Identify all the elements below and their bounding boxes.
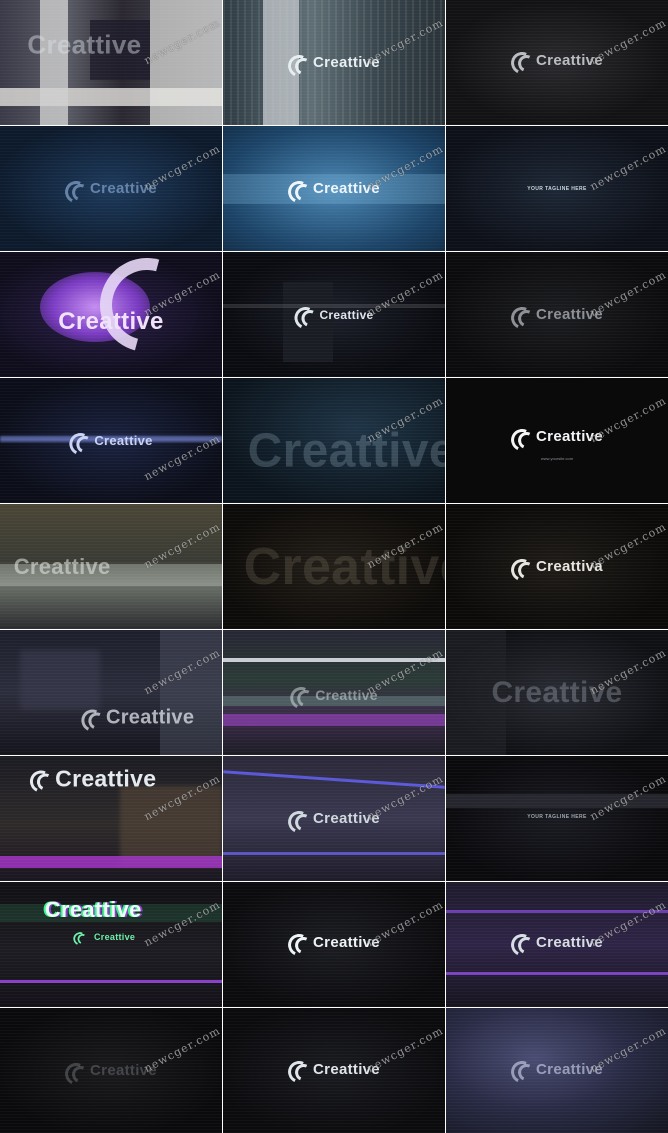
watermark: newcger.com <box>364 1024 445 1076</box>
frame-20: Creattive newcger.com <box>223 756 445 881</box>
logo-mark-icon <box>507 303 538 332</box>
frame-12: Creattive www.yoursite.com newcger.com <box>446 378 668 503</box>
frame-17: Creattive newcger.com <box>223 630 445 755</box>
frame-logo-text: Creattive <box>536 1060 603 1078</box>
frame-logo-text: Creattive <box>247 424 445 477</box>
frame-logo-text: Creattive <box>58 308 164 335</box>
logo-mark-icon <box>66 429 96 458</box>
frame-logo-text: Creattive <box>536 51 603 69</box>
frame-19: Creattive newcger.com <box>0 756 222 881</box>
frame-5: Creattive newcger.com <box>223 126 445 251</box>
frame-4: Creattive newcger.com <box>0 126 222 251</box>
frame-logo-text: Creattive <box>90 1062 157 1079</box>
tagline-text: YOUR TAGLINE HERE <box>527 185 587 192</box>
watermark: newcger.com <box>364 772 445 824</box>
frame-9: Creattive newcger.com <box>446 252 668 377</box>
watermark: newcger.com <box>364 268 445 320</box>
frame-18: Creattive newcger.com <box>446 630 668 755</box>
frame-10: Creattive newcger.com <box>0 378 222 503</box>
logo-mark-icon <box>284 1058 315 1087</box>
logo-mark-icon <box>507 1058 538 1087</box>
frame-logo-text: Creattive <box>315 687 378 703</box>
logo-mark-icon <box>77 706 108 735</box>
logo-mark-icon <box>284 930 315 960</box>
frame-logo-text: Creattive <box>536 428 603 446</box>
frame-6: YOUR TAGLINE HERE newcger.com <box>446 126 668 251</box>
logo-mark-icon <box>284 51 315 80</box>
frame-16: Creattive newcger.com <box>0 630 222 755</box>
frame-logo-text: Creattive <box>313 933 380 951</box>
frame-11: Creattive newcger.com <box>223 378 445 503</box>
logo-mark-icon <box>284 807 315 836</box>
watermark: newcger.com <box>364 646 445 698</box>
logo-mark-icon <box>287 683 317 713</box>
frame-21: YOUR TAGLINE HERE newcger.com <box>446 756 668 881</box>
frame-8: Creattive newcger.com <box>223 252 445 377</box>
frame-logo-text: Creattiva <box>536 558 603 575</box>
watermark: newcger.com <box>587 520 668 572</box>
frame-logo-text: Creattive <box>319 307 374 322</box>
logo-mark-icon <box>61 177 92 206</box>
frame-logo-text: Creattive <box>536 933 603 951</box>
logo-mark-icon <box>71 930 90 948</box>
logo-mark-icon <box>284 177 315 206</box>
frame-logo-text: Creattive <box>105 706 195 728</box>
watermark: newcger.com <box>587 142 668 194</box>
tagline-text: YOUR TAGLINE HERE <box>527 814 587 821</box>
frame-26: Creattive newcger.com <box>223 1008 445 1133</box>
logo-mark-icon <box>507 930 538 960</box>
frame-logo-text: Creattive <box>13 553 111 579</box>
frame-logo-text: Creattive <box>536 306 603 323</box>
watermark: newcger.com <box>141 1024 222 1076</box>
logo-mark-icon <box>507 555 538 584</box>
watermark: newcger.com <box>587 898 668 950</box>
watermark: newcger.com <box>587 16 668 68</box>
frame-14: Creattive newcger.com <box>223 504 445 629</box>
frame-logo-text: Creattive <box>313 1060 380 1078</box>
frame-logo-text: Creattive <box>243 537 445 596</box>
frame-22: Creattive Creattive newcger.com <box>0 882 222 1007</box>
logo-mark-icon <box>507 425 538 454</box>
watermark: newcger.com <box>364 898 445 950</box>
frame-logo-text: Creattive <box>313 54 380 71</box>
frame-3: Creattive newcger.com <box>446 0 668 125</box>
frame-27: Creattive newcger.com <box>446 1008 668 1133</box>
website-text: www.yoursite.com <box>540 455 574 461</box>
frame-23: Creattive newcger.com <box>223 882 445 1007</box>
frame-7: Creattive newcger.com <box>0 252 222 377</box>
frame-logo-text: Creattive <box>44 896 142 922</box>
frame-24: Creattive newcger.com <box>446 882 668 1007</box>
watermark: newcger.com <box>587 394 668 446</box>
frame-logo-text: Creattive <box>90 180 157 197</box>
watermark: newcger.com <box>587 1024 668 1076</box>
logo-mark-icon <box>291 303 321 332</box>
frame-logo-text: Creattive <box>94 433 153 448</box>
frame-logo-text: Creattive <box>27 29 142 60</box>
frame-25: Creattive newcger.com <box>0 1008 222 1133</box>
logo-mark-icon <box>61 1059 92 1088</box>
logo-mark-icon <box>507 48 538 78</box>
frame-13: Creattive newcger.com <box>0 504 222 629</box>
frame-logo-text: Creattive <box>55 765 157 791</box>
watermark: newcger.com <box>587 646 668 698</box>
watermark: newcger.com <box>587 268 668 320</box>
logo-mark-icon <box>27 767 57 796</box>
watermark: newcger.com <box>141 142 222 194</box>
frame-1: Creattive newcger.com <box>0 0 222 125</box>
frame-2: Creattive newcger.com <box>223 0 445 125</box>
frame-logo-text: Creattive <box>491 675 623 709</box>
frame-logo-text: Creattive <box>313 180 380 197</box>
frame-15: Creattiva newcger.com <box>446 504 668 629</box>
frame-logo-text: Creattive <box>313 810 380 827</box>
frame-logo-text-small: Creattive <box>94 932 136 942</box>
